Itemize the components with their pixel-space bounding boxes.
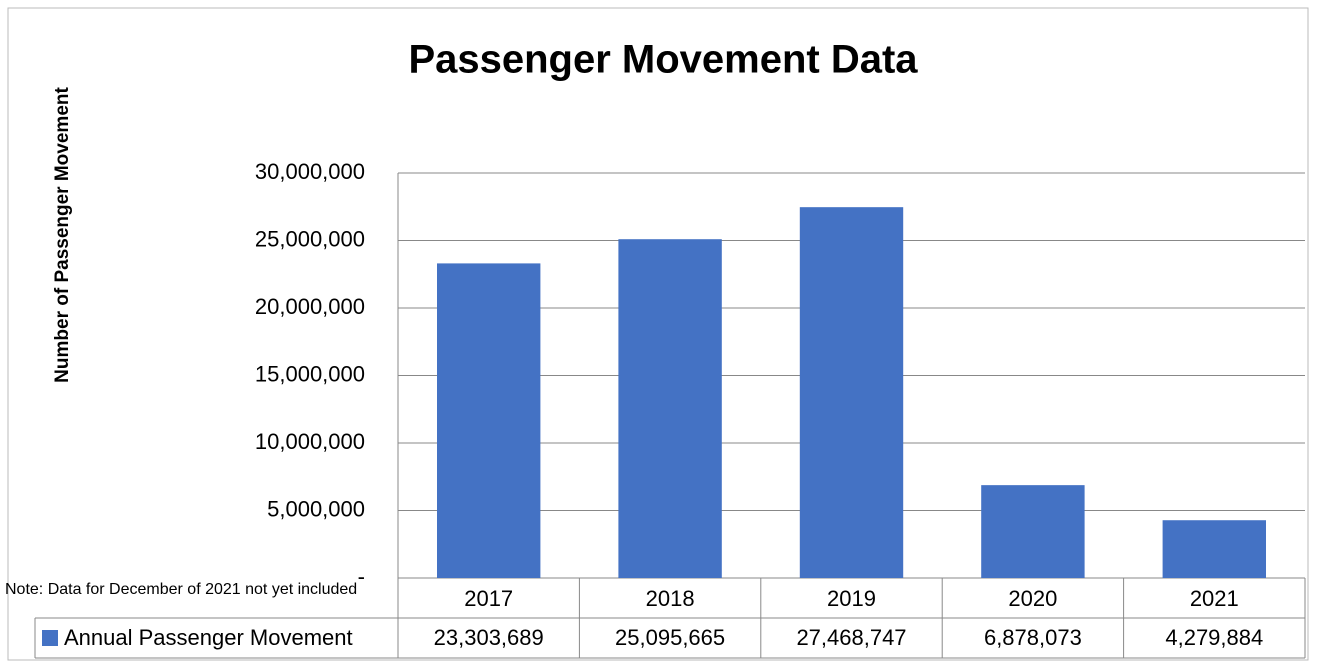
bar — [981, 485, 1085, 578]
x-tick-label: 2017 — [464, 586, 513, 611]
table-value: 23,303,689 — [434, 625, 544, 650]
legend-key — [42, 630, 58, 646]
note: Note: Data for December of 2021 not yet … — [5, 581, 357, 598]
table-value: 25,095,665 — [615, 625, 725, 650]
y-tick-label: 15,000,000 — [255, 361, 365, 386]
table-value: 4,279,884 — [1165, 625, 1263, 650]
y-tick-label: 10,000,000 — [255, 429, 365, 454]
y-tick-label: 20,000,000 — [255, 294, 365, 319]
bar — [799, 207, 904, 578]
x-tick-label: 2018 — [646, 586, 695, 611]
y-axis-title: Number of Passenger Movement — [52, 87, 73, 383]
x-tick-label: 2019 — [827, 586, 876, 611]
x-tick-label: 2021 — [1190, 586, 1239, 611]
x-tick-label: 2020 — [1008, 586, 1057, 611]
bar — [1162, 520, 1266, 578]
y-tick-label: 25,000,000 — [255, 226, 365, 251]
y-tick-label: 5,000,000 — [267, 496, 365, 521]
chart-title: Passenger Movement Data — [408, 38, 918, 82]
table-value: 6,878,073 — [984, 625, 1082, 650]
y-tick-label: 30,000,000 — [255, 159, 365, 184]
bar — [437, 263, 541, 578]
legend-label: Annual Passenger Movement — [64, 625, 353, 650]
table-value: 27,468,747 — [796, 625, 906, 650]
y-tick-label: - — [358, 564, 365, 589]
bar — [618, 239, 722, 578]
